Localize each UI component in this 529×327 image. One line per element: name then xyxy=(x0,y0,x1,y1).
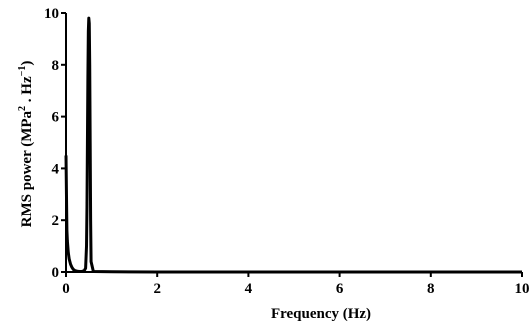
axes xyxy=(65,13,522,273)
x-tick-label: 4 xyxy=(245,281,253,297)
x-tick-label: 6 xyxy=(336,281,344,297)
x-tick-label: 8 xyxy=(427,281,435,297)
y-tick-label: 2 xyxy=(52,213,60,229)
y-tick-label: 6 xyxy=(52,110,60,126)
y-axis-title-mid: . Hz xyxy=(19,76,35,106)
y-tick-label: 0 xyxy=(52,265,60,281)
y-axis-title-main: RMS power (MPa xyxy=(19,110,35,227)
y-tick-label: 4 xyxy=(52,161,60,177)
y-axis-title: RMS power (MPa2 . Hz−1) xyxy=(17,61,35,228)
y-tick-label: 8 xyxy=(52,58,60,74)
x-axis-title: Frequency (Hz) xyxy=(271,306,371,322)
x-tick-label: 0 xyxy=(62,281,70,297)
ticks: 0 2 4 6 8 10 0 2 4 6 8 10 xyxy=(44,6,529,297)
x-tick-label: 10 xyxy=(515,281,529,297)
y-axis-title-sup2: −1 xyxy=(17,66,28,77)
y-tick-label: 10 xyxy=(44,6,59,22)
y-axis-title-end: ) xyxy=(19,61,35,66)
x-tick-label: 2 xyxy=(153,281,161,297)
plot-area xyxy=(64,16,522,274)
y-axis-title-sup1: 2 xyxy=(17,106,28,111)
series-line-0 xyxy=(64,16,522,274)
